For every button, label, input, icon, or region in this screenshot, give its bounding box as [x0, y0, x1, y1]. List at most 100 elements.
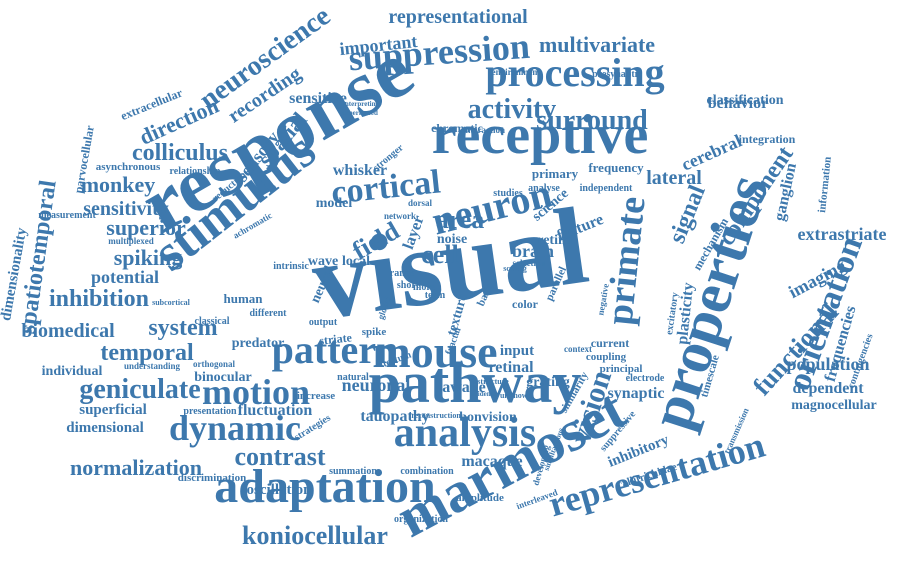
word-dependent: dependent — [792, 380, 864, 397]
word-predator: predator — [232, 336, 285, 351]
word-plasticity: plasticity — [674, 282, 697, 346]
word-biomedical: biomedical — [21, 320, 115, 342]
word-pathway: pathway — [369, 350, 582, 415]
word-geniculate: geniculate — [79, 374, 200, 405]
word-normalization: normalization — [70, 455, 202, 480]
word-contrast: contrast — [235, 442, 326, 471]
word-structure: structure — [477, 377, 509, 386]
word-awake: awake — [442, 379, 486, 396]
word-human: human — [223, 291, 263, 306]
word-frequency: frequency — [588, 160, 644, 175]
word-analyse: analyse — [528, 183, 560, 194]
word-behavior: behavior — [708, 95, 768, 112]
word-input: input — [500, 343, 534, 359]
word-output: output — [309, 317, 338, 328]
word-intrinsic: intrinsic — [273, 261, 309, 272]
word-combination: combination — [400, 466, 454, 477]
word-motion: motion — [202, 372, 310, 412]
word-colliculus: colliculus — [132, 140, 228, 166]
word-neuronal: neuronal — [342, 375, 411, 395]
word-macaque: macaque — [461, 453, 522, 470]
word-oscillation: oscillation — [246, 482, 312, 498]
word-context: context — [564, 344, 592, 354]
word-natural: natural — [337, 372, 369, 383]
word-wave: wave — [308, 254, 338, 269]
word-receptive: receptive — [432, 104, 649, 166]
word-network: network — [384, 211, 416, 221]
word-dynamic: dynamic — [169, 408, 301, 448]
word-striate: striate — [319, 330, 354, 347]
word-noise: noise — [437, 232, 467, 247]
word-current: current — [591, 336, 629, 350]
word-environment: environment — [492, 67, 541, 77]
word-representational: representational — [388, 6, 528, 28]
word-amplitude: amplitude — [456, 492, 504, 504]
word-potential: potential — [91, 267, 159, 287]
word-information: information — [816, 156, 834, 213]
word-relationship: relationship — [170, 166, 221, 177]
word-interpreting: interpreting — [343, 100, 380, 108]
word-brain: brain — [512, 241, 554, 261]
word-asynchronous: asynchronous — [96, 161, 161, 173]
word-bonvision: bonvision — [459, 410, 517, 425]
word-classification: classification — [707, 93, 784, 108]
word-studies: studies — [493, 188, 523, 199]
word-lateral: lateral — [646, 167, 702, 189]
word-multivariate: multivariate — [539, 32, 655, 57]
word-short: short — [397, 280, 420, 291]
word-cell: cell — [421, 240, 459, 269]
word-measurement: measurement — [38, 210, 96, 221]
word-primary: primary — [532, 166, 579, 181]
word-discrimination: discrimination — [178, 472, 246, 484]
word-pattern: pattern — [272, 327, 399, 372]
word-presentation: presentation — [183, 406, 237, 417]
word-coupling: coupling — [586, 351, 627, 363]
word-electrode: electrode — [626, 373, 665, 384]
word-orthogonal: orthogonal — [193, 359, 236, 369]
word-mouse: mouse — [372, 326, 497, 377]
word-whisker: whisker — [333, 162, 387, 179]
word-color: color — [512, 297, 539, 311]
word-dimensional: dimensional — [66, 420, 144, 436]
word-activity: activity — [468, 94, 557, 125]
word-sensitive: sensitive — [289, 90, 347, 107]
word-presynaptic: presynaptic — [592, 69, 642, 80]
word-processing: processing — [485, 50, 664, 95]
word-grating: grating — [526, 375, 570, 390]
word-inhibition: inhibition — [49, 286, 149, 312]
word-dorsal: dorsal — [408, 198, 433, 208]
word-more: more — [413, 282, 436, 293]
word-scaling: scaling — [503, 264, 527, 273]
word-population: population — [786, 354, 869, 374]
word-different: different — [249, 308, 287, 319]
word-system: system — [148, 315, 217, 341]
word-organization: organization — [394, 514, 448, 525]
word-tauopathy: tauopathy — [360, 408, 429, 425]
word-unknown: unknown — [500, 391, 533, 400]
word-multiplexed: multiplexed — [108, 236, 154, 246]
word-binocular: binocular — [194, 370, 252, 385]
word-adaptation: adaptation — [214, 460, 435, 513]
word-understanding: understanding — [124, 361, 181, 371]
word-extrastriate: extrastriate — [798, 224, 887, 244]
word-koniocellular: koniocellular — [242, 521, 388, 550]
word-local: local — [342, 254, 370, 269]
word-synaptic: synaptic — [608, 385, 665, 402]
word-superficial: superficial — [79, 402, 147, 418]
word-principal: principal — [600, 363, 643, 375]
word-experienced: experienced — [342, 109, 378, 117]
word-spike: spike — [362, 326, 387, 338]
word-subcortical: subcortical — [152, 298, 191, 307]
word-summation: summation — [329, 466, 377, 477]
word-integration: integration — [739, 132, 796, 146]
word-superior: superior — [106, 215, 186, 240]
word-monkey: monkey — [81, 172, 156, 197]
word-individual: individual — [42, 364, 103, 379]
word-spiking: spiking — [114, 245, 183, 270]
word-fluctuation: fluctuation — [238, 402, 313, 419]
word-magnocellular: magnocellular — [791, 398, 877, 413]
word-retina: retina — [537, 233, 573, 248]
word-increase: increase — [297, 390, 335, 402]
word-evidence: evidence — [471, 390, 497, 398]
